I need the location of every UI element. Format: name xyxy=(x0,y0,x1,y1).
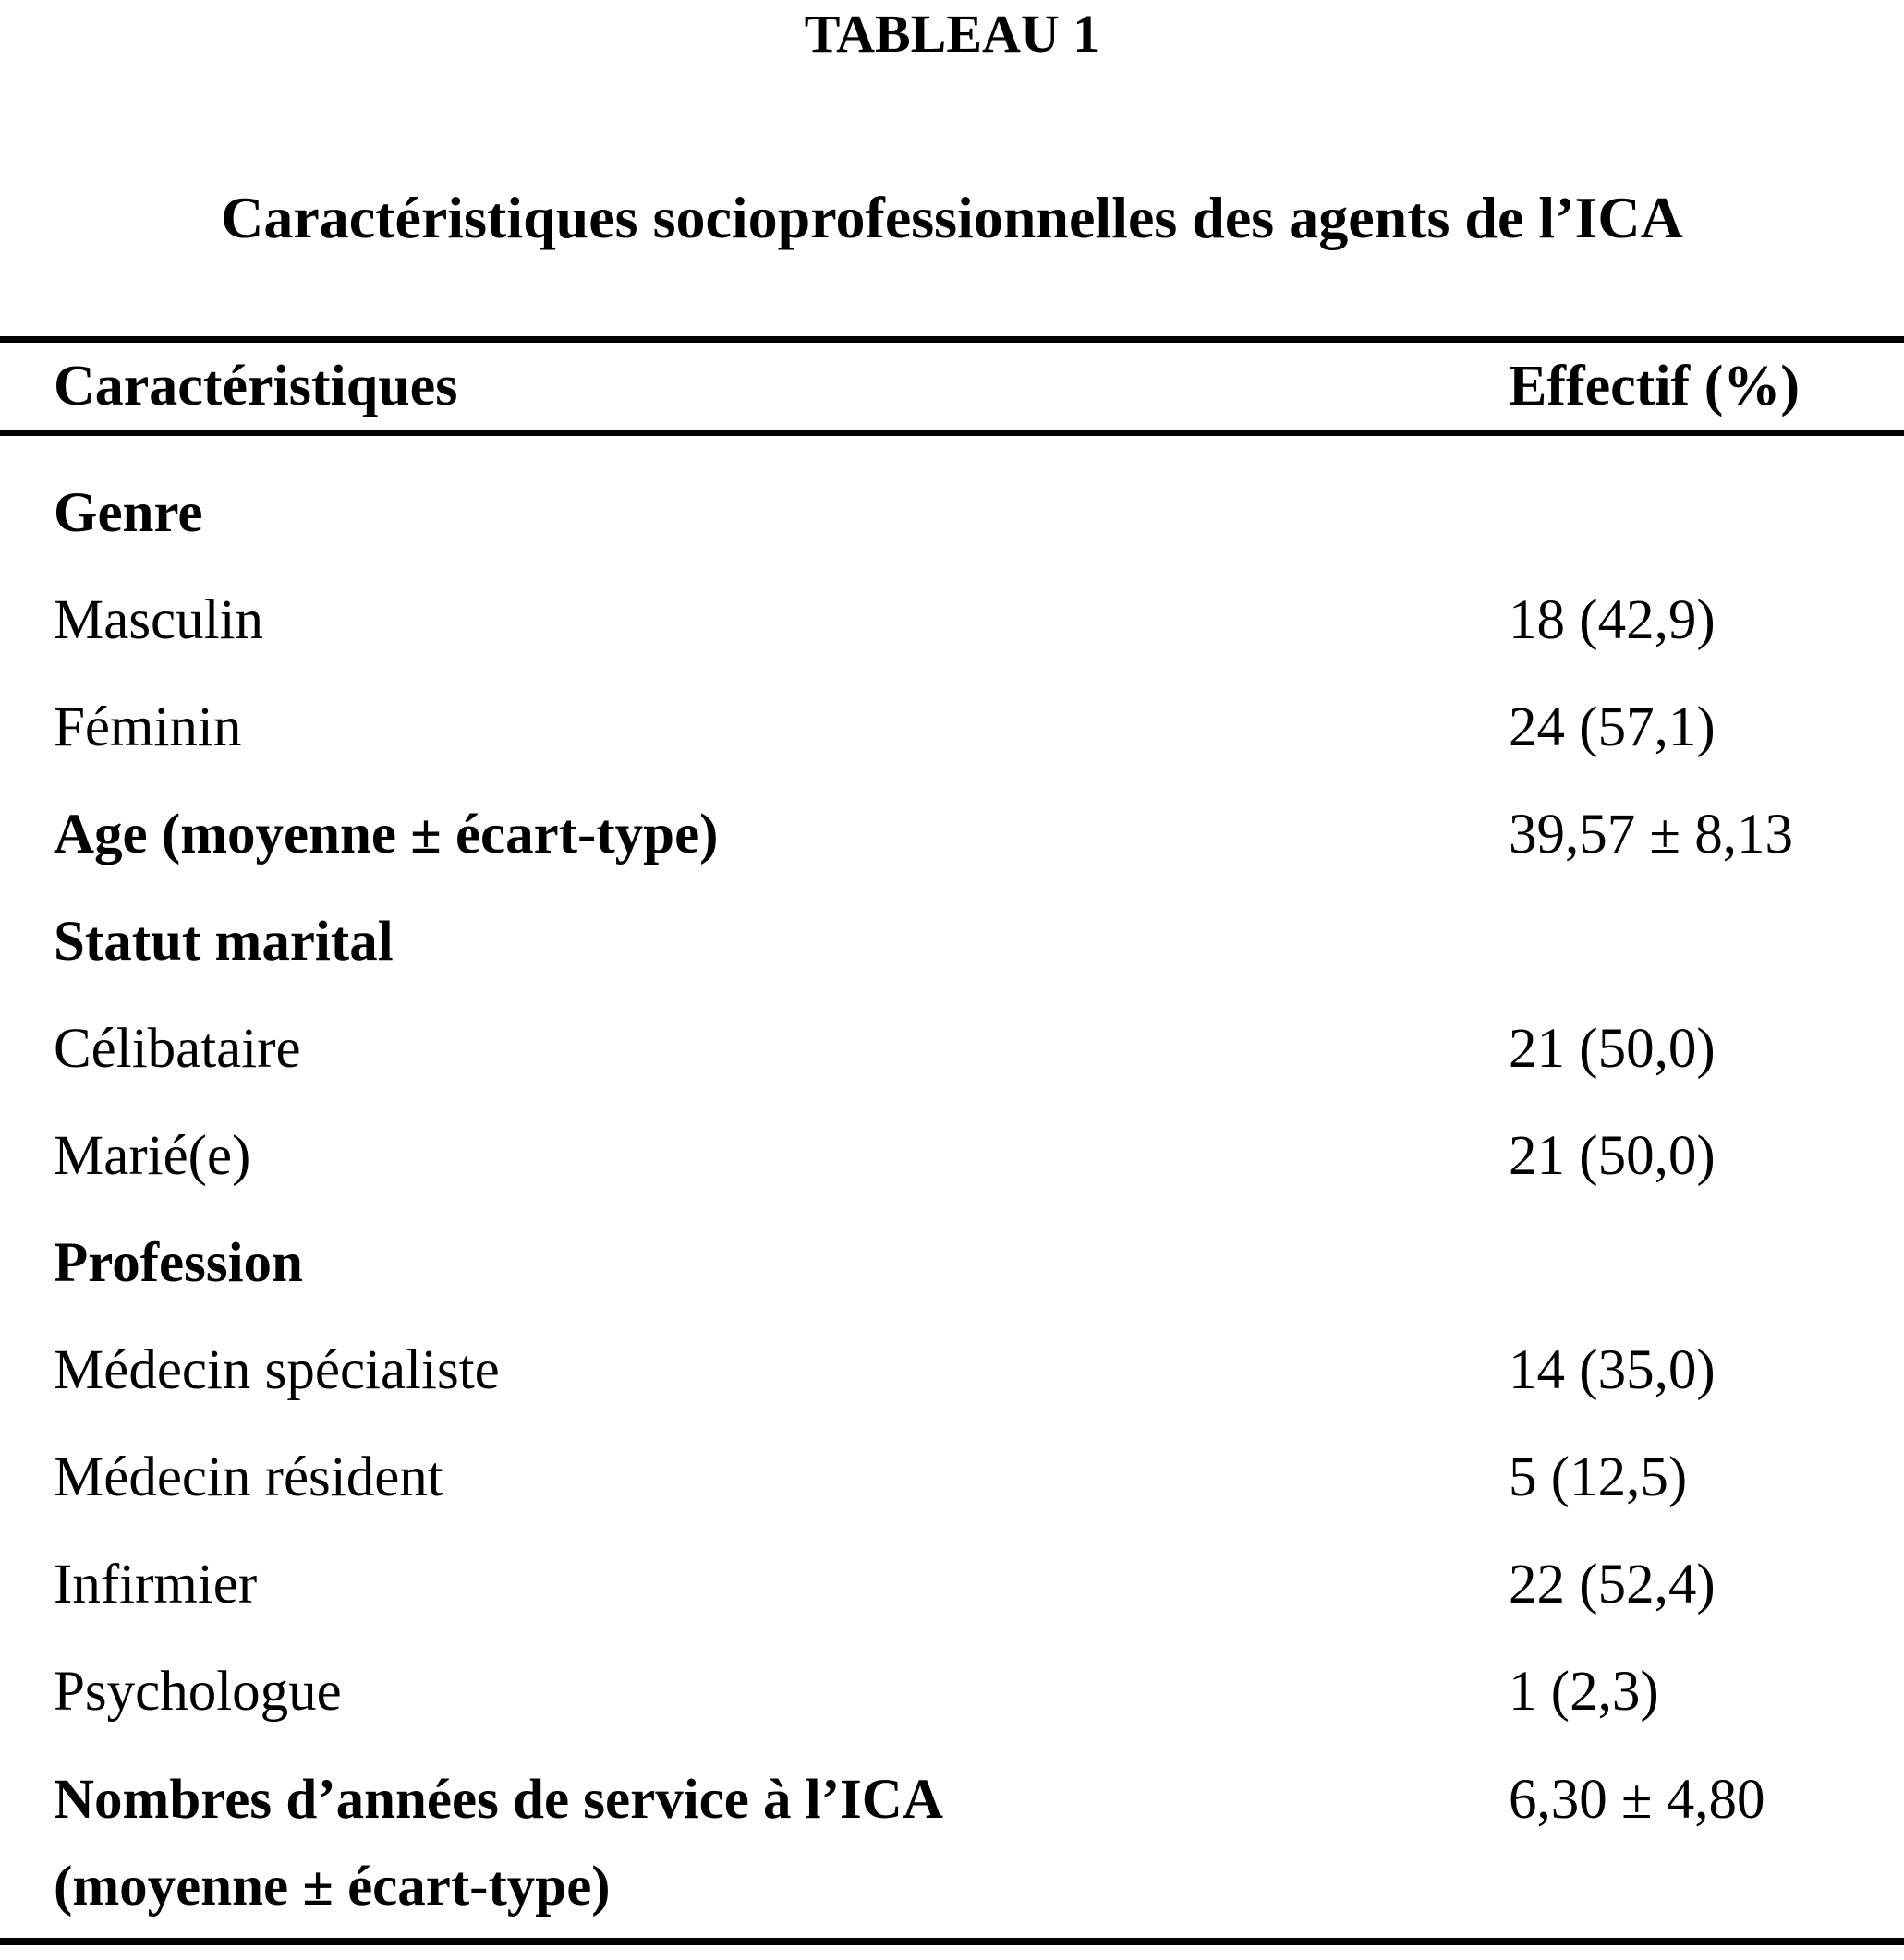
table-title: Caractéristiques socioprofessionnelles d… xyxy=(221,185,1683,250)
table-row: Masculin 18 (42,9) xyxy=(54,567,1878,674)
row-label: Médecin spécialiste xyxy=(54,1317,1509,1424)
table-row: Médecin spécialiste 14 (35,0) xyxy=(54,1317,1878,1424)
table-row: Médecin résident 5 (12,5) xyxy=(54,1424,1878,1531)
header-rule xyxy=(0,430,1904,436)
row-label-line1: Célibataire xyxy=(54,1018,301,1080)
row-label-line1: Infirmier xyxy=(54,1554,258,1615)
row-label-line1: Féminin xyxy=(54,696,242,758)
row-value: 1 (2,3) xyxy=(1509,1661,1659,1723)
table-row: Célibataire 21 (50,0) xyxy=(54,996,1878,1103)
row-label-line1: Médecin spécialiste xyxy=(54,1339,500,1401)
row-label: Profession xyxy=(54,1210,1509,1317)
row-value: 18 (42,9) xyxy=(1509,589,1716,651)
table-number-label: TABLEAU 1 xyxy=(804,4,1100,64)
row-label-line1: Médecin résident xyxy=(54,1446,443,1508)
row-value: 21 (50,0) xyxy=(1509,1018,1716,1080)
row-label-line1: Age (moyenne ± écart-type) xyxy=(54,804,719,865)
table-row: Profession xyxy=(54,1210,1878,1317)
row-label: Marié(e) xyxy=(54,1103,1509,1210)
table-row: Infirmier 22 (52,4) xyxy=(54,1531,1878,1639)
table-row: Marié(e) 21 (50,0) xyxy=(54,1103,1878,1210)
row-label-line1: Nombres d’années de service à l’ICA xyxy=(54,1769,943,1831)
table-row: Genre xyxy=(54,460,1878,567)
row-value: 22 (52,4) xyxy=(1509,1554,1716,1615)
row-label-line1: Masculin xyxy=(54,589,264,651)
row-label: Age (moyenne ± écart-type) xyxy=(54,781,1509,889)
row-label: Masculin xyxy=(54,567,1509,674)
row-value: 24 (57,1) xyxy=(1509,696,1716,758)
row-value: 39,57 ± 8,13 xyxy=(1509,804,1793,865)
row-label: Féminin xyxy=(54,674,1509,781)
table-row: Psychologue 1 (2,3) xyxy=(54,1639,1878,1746)
table-row: Age (moyenne ± écart-type) 39,57 ± 8,13 xyxy=(54,781,1878,889)
table-row: Statut marital xyxy=(54,889,1878,996)
row-label: Infirmier xyxy=(54,1531,1509,1639)
row-label: Médecin résident xyxy=(54,1424,1509,1531)
row-label-line1: Marié(e) xyxy=(54,1125,251,1187)
column-header-effectif: Effectif (%) xyxy=(1509,355,1800,417)
row-value: 6,30 ± 4,80 xyxy=(1509,1769,1765,1831)
row-label-line1: Profession xyxy=(54,1232,303,1294)
table-body: Genre Masculin 18 (42,9) Féminin 24 (57,… xyxy=(0,436,1904,1938)
row-label: Célibataire xyxy=(54,996,1509,1103)
column-header-caracteristiques: Caractéristiques xyxy=(54,355,458,417)
row-label: Psychologue xyxy=(54,1639,1509,1746)
row-label: Statut marital xyxy=(54,889,1509,996)
row-value: 14 (35,0) xyxy=(1509,1339,1716,1401)
table-row: Nombres d’années de service à l’ICA (moy… xyxy=(54,1746,1878,1938)
top-rule xyxy=(0,336,1904,343)
row-label: Nombres d’années de service à l’ICA (moy… xyxy=(54,1757,1509,1930)
row-label-line1: Genre xyxy=(54,482,203,544)
row-label-line1: Psychologue xyxy=(54,1661,342,1723)
bottom-rule xyxy=(0,1938,1904,1945)
row-label-line2: (moyenne ± écart-type) xyxy=(54,1856,611,1918)
table-header-row: Caractéristiques Effectif (%) xyxy=(0,343,1904,430)
row-value: 21 (50,0) xyxy=(1509,1125,1716,1187)
table-row: Féminin 24 (57,1) xyxy=(54,674,1878,781)
row-label: Genre xyxy=(54,460,1509,567)
row-value: 5 (12,5) xyxy=(1509,1446,1688,1508)
row-label-line1: Statut marital xyxy=(54,911,394,973)
